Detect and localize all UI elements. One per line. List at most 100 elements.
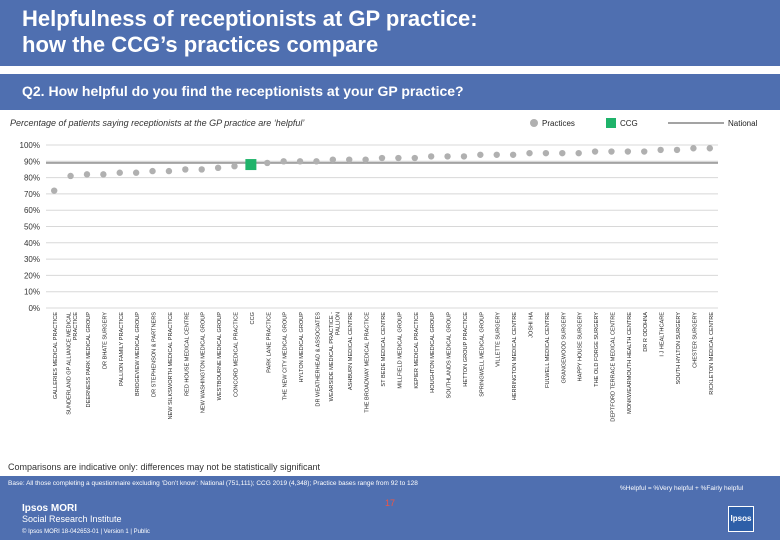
- practice-point: [378, 154, 386, 162]
- legend-national-label: National: [728, 119, 758, 128]
- question-text: Q2. How helpful do you find the receptio…: [22, 83, 464, 99]
- page-number: 17: [385, 498, 396, 508]
- x-tick-label: SOUTH HYLTON SURGERY: [676, 312, 682, 385]
- practice-point: [395, 154, 402, 162]
- y-tick-label: 30%: [24, 255, 40, 264]
- x-tick-label: ASHBURN MEDICAL CENTRE: [348, 312, 354, 390]
- practice-point: [493, 151, 500, 158]
- practice-point: [346, 156, 353, 163]
- practice-point: [296, 158, 304, 165]
- practice-point: [477, 151, 484, 158]
- y-tick-label: 50%: [24, 223, 40, 232]
- x-tick-label: RICKLETON MEDICAL CENTRE: [709, 312, 715, 395]
- legend-practices-label: Practices: [542, 119, 575, 128]
- x-tick-label: SOUTHLANDS MEDICAL GROUP: [447, 312, 453, 399]
- x-tick-label: CCG: [250, 312, 256, 324]
- practice-point: [444, 153, 451, 160]
- practice-point: [329, 156, 337, 163]
- practice-point: [624, 148, 632, 155]
- practice-point: [198, 166, 205, 173]
- practice-point: [231, 162, 238, 170]
- y-tick-label: 70%: [24, 190, 40, 199]
- practice-point: [509, 151, 517, 158]
- banner-divider: [0, 66, 780, 74]
- copyright: © Ipsos MORI 18-042653-01 | Version 1 | …: [22, 529, 150, 535]
- practice-point: [116, 169, 123, 176]
- x-tick-label: ST BEDE MEDICAL CENTRE: [381, 312, 387, 387]
- x-tick-label: DEERNESS PARK MEDICAL GROUP: [86, 312, 92, 408]
- practice-point: [264, 159, 271, 167]
- brand-subname: Social Research Institute: [22, 514, 122, 524]
- comparison-note: Comparisons are indicative only: differe…: [8, 462, 320, 472]
- x-tick-label: MONKWEARMOUTH HEALTH CENTRE: [627, 312, 633, 414]
- x-tick-label: THE NEW CITY MEDICAL GROUP: [283, 312, 289, 401]
- slide-title-line1: Helpfulness of receptionists at GP pract…: [22, 6, 478, 31]
- x-tick-label: THE BROADWAY MEDICAL PRACTICE: [365, 312, 371, 413]
- practice-point: [591, 148, 599, 155]
- y-tick-label: 0%: [28, 304, 40, 313]
- practice-point: [83, 171, 91, 178]
- y-tick-label: 100%: [20, 141, 40, 150]
- x-tick-label: HYLTON MEDICAL GROUP: [299, 312, 305, 383]
- x-tick-label: HAPPY HOUSE SURGERY: [578, 312, 584, 382]
- practice-point: [214, 164, 222, 172]
- x-tick-label: I J HEALTHCARE: [660, 312, 666, 357]
- x-tick-label: MILLFIELD MEDICAL GROUP: [397, 312, 403, 389]
- practice-point: [427, 153, 435, 160]
- practice-point: [313, 158, 320, 165]
- x-tick-label: CHESTER SURGERY: [692, 312, 698, 368]
- practice-point: [641, 148, 648, 155]
- x-tick-label: VILLETTE SURGERY: [496, 312, 502, 367]
- y-tick-label: 80%: [24, 174, 40, 183]
- helpfulness-chart: 0% 10% 20% 30% 40% 50% 60% 70% 80% 90% 100% GALLERI…: [20, 141, 718, 422]
- practice-point: [100, 171, 107, 178]
- x-tick-label: KEPIER MEDICAL PRACTICE: [414, 312, 420, 389]
- y-tick-label: 90%: [24, 157, 40, 166]
- practice-point: [67, 172, 74, 180]
- x-tick-label: DR WEATHERHEAD & ASSOCIATES: [315, 312, 321, 407]
- ipsos-logo: Ipsos: [728, 506, 754, 532]
- chart-subtitle: Percentage of patients saying receptioni…: [10, 118, 305, 128]
- ccg-marker: [245, 159, 257, 171]
- x-tick-label: NEW SILKSWORTH MEDICAL PRACTICE: [168, 312, 174, 420]
- x-tick-label: DR BHATE SURGERY: [102, 312, 108, 369]
- practice-point: [132, 169, 140, 176]
- slide-title-line2: how the CCG’s practices compare: [22, 32, 379, 57]
- x-tick-label: DR R ODOHNA: [643, 312, 649, 352]
- legend-practices-marker: [530, 119, 538, 127]
- slide-title: Helpfulness of receptionists at GP pract…: [22, 6, 478, 58]
- practice-point: [657, 146, 664, 154]
- chart-legend: Practices CCG National: [530, 118, 758, 128]
- x-tick-label: HETTON GROUP PRACTICE: [463, 312, 469, 387]
- y-tick-label: 40%: [24, 239, 40, 248]
- x-tick-label: SUNDERLAND GP ALLIANCE MEDICALPRACTICE: [67, 312, 80, 415]
- practice-point: [673, 146, 681, 154]
- y-tick-label: 10%: [24, 288, 40, 297]
- practice-point: [280, 158, 287, 165]
- practice-point: [706, 145, 714, 152]
- footer: Base: All those completing a questionnai…: [0, 476, 780, 540]
- practice-point: [362, 156, 369, 163]
- x-tick-label: BRIDGEVIEW MEDICAL GROUP: [135, 312, 141, 396]
- practice-point: [526, 149, 533, 157]
- practice-point: [559, 149, 566, 157]
- x-tick-label: RED HOUSE MEDICAL CENTRE: [184, 312, 190, 396]
- x-tick-label: DEPTFORD TERRACE MEDICAL CENTRE: [610, 312, 616, 422]
- legend-ccg-marker: [606, 118, 616, 128]
- practice-point: [608, 148, 615, 155]
- x-tick-label: THE OLD FORGE SURGERY: [594, 312, 600, 387]
- practice-point: [575, 149, 582, 157]
- practice-point: [182, 166, 189, 173]
- x-tick-label: GALLERIES MEDICAL PRACTICE: [53, 312, 59, 399]
- x-tick-label: WEARSIDE MEDICAL PRACTICE -PALLION: [329, 312, 342, 401]
- practice-point: [165, 167, 173, 175]
- question-banner: Q2. How helpful do you find the receptio…: [0, 74, 780, 110]
- legend-ccg-label: CCG: [620, 119, 638, 128]
- x-tick-label: DR STEPHENSON & PARTNERS: [152, 312, 158, 397]
- x-tick-label: HOUGHTON MEDICAL GROUP: [430, 312, 436, 393]
- practice-point: [50, 187, 58, 194]
- x-tick-label: PARK LANE PRACTICE: [266, 312, 272, 373]
- practice-point: [542, 149, 550, 157]
- x-tick-label: CONCORD MEDICAL PRACTICE: [233, 312, 239, 397]
- practice-point: [411, 154, 418, 162]
